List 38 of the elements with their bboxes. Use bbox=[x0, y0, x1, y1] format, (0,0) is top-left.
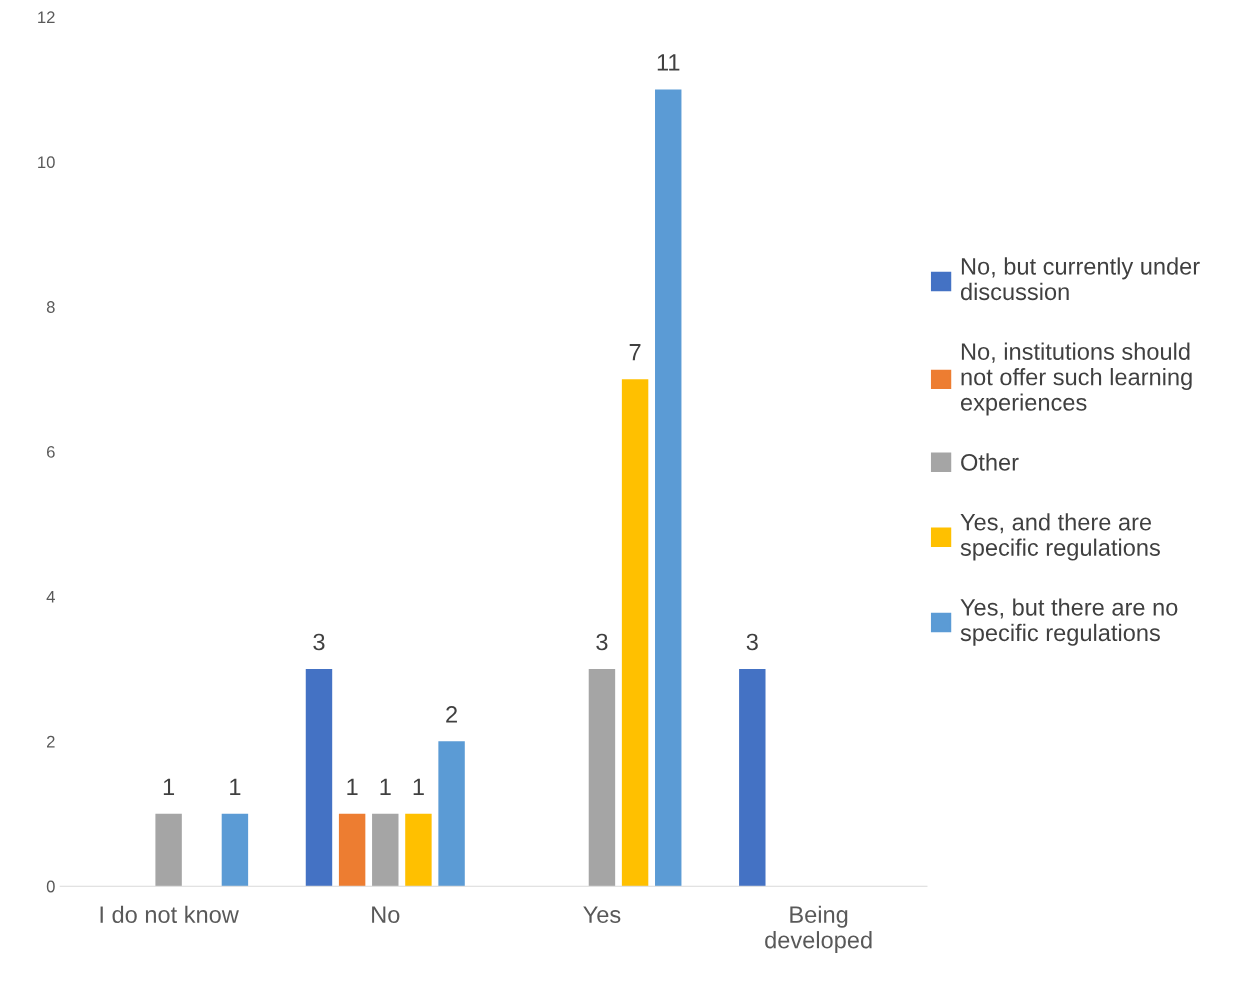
bar bbox=[588, 668, 616, 887]
x-tick-label: I do not know bbox=[100, 905, 239, 924]
bar bbox=[438, 741, 465, 887]
legend-label: No, but currently under discussion bbox=[960, 257, 1200, 301]
y-tick-label: 12 bbox=[38, 11, 55, 24]
y-tick-label: 4 bbox=[46, 591, 55, 603]
legend-label: Yes, and there are specific regulations bbox=[960, 513, 1160, 561]
y-tick-label: 2 bbox=[47, 735, 55, 748]
data-label: 11 bbox=[657, 54, 680, 71]
bar bbox=[305, 668, 333, 887]
data-label: 7 bbox=[629, 344, 641, 361]
data-label: 1 bbox=[163, 778, 175, 795]
data-label: 3 bbox=[313, 633, 325, 651]
x-tick-label: No bbox=[372, 906, 400, 924]
data-label: 1 bbox=[230, 778, 241, 795]
data-label: 1 bbox=[347, 778, 358, 795]
bar bbox=[372, 813, 399, 887]
bar bbox=[155, 813, 182, 887]
data-label: 1 bbox=[413, 778, 424, 795]
y-tick-label: 6 bbox=[47, 446, 55, 458]
bar bbox=[338, 813, 366, 887]
data-label: 2 bbox=[446, 706, 457, 723]
data-label: 1 bbox=[380, 778, 391, 795]
x-tick-label: Being developed bbox=[765, 905, 872, 954]
bar bbox=[621, 379, 649, 887]
bar bbox=[221, 813, 249, 887]
y-tick-label: 10 bbox=[38, 156, 55, 169]
x-tick-label: Yes bbox=[583, 906, 621, 924]
data-label: 3 bbox=[746, 633, 758, 651]
legend-label: Other bbox=[961, 453, 1019, 471]
bar bbox=[739, 668, 766, 887]
bar bbox=[655, 89, 682, 887]
legend-label: Yes, but there are no specific regulations bbox=[960, 598, 1178, 646]
y-tick-label: 0 bbox=[46, 880, 55, 893]
bar bbox=[405, 813, 432, 887]
data-label: 3 bbox=[596, 633, 608, 651]
y-tick-label: 8 bbox=[46, 301, 55, 313]
legend-label: No, institutions should not offer such learning experiences bbox=[960, 342, 1192, 416]
